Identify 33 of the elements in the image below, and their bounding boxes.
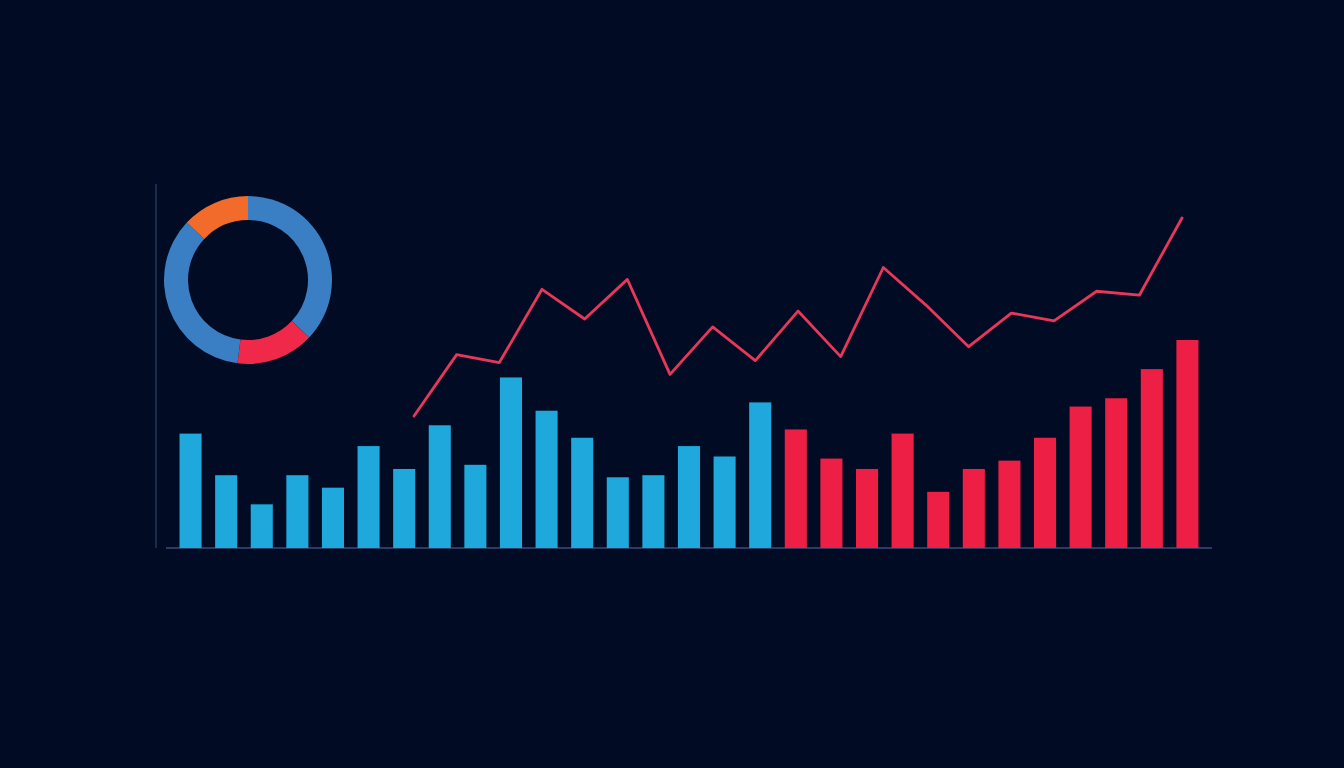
- bar: [499, 377, 523, 548]
- bar: [571, 437, 594, 548]
- bar: [1069, 406, 1092, 548]
- bar: [962, 468, 985, 548]
- bar: [393, 468, 416, 548]
- bar: [1105, 398, 1128, 548]
- bar: [642, 475, 665, 548]
- bar: [179, 433, 202, 548]
- bar: [749, 402, 772, 548]
- bar: [784, 429, 807, 548]
- bar: [927, 491, 950, 548]
- bar: [535, 410, 558, 548]
- bar: [855, 468, 879, 548]
- bar: [891, 433, 914, 548]
- bar: [713, 456, 736, 548]
- donut-slice: [186, 196, 248, 239]
- bar: [428, 425, 451, 548]
- bar: [357, 446, 380, 548]
- donut-slice: [248, 196, 332, 338]
- bar: [286, 475, 309, 548]
- bar: [820, 458, 843, 548]
- bar: [321, 487, 345, 548]
- bar: [250, 504, 273, 548]
- bar: [1176, 340, 1199, 548]
- bar: [606, 477, 629, 548]
- donut-slice: [237, 321, 310, 364]
- bar: [1140, 369, 1163, 548]
- bar: [677, 446, 701, 548]
- bar: [215, 475, 238, 548]
- donut-slice: [164, 222, 241, 364]
- bar: [1033, 437, 1057, 548]
- bar: [464, 464, 487, 548]
- bar: [998, 460, 1021, 548]
